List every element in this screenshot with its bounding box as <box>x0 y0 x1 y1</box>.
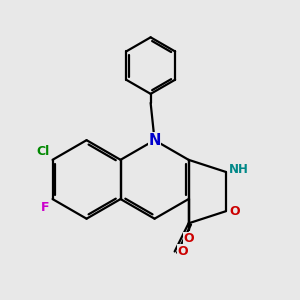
Text: NH: NH <box>229 164 249 176</box>
Text: O: O <box>183 232 194 245</box>
Text: N: N <box>148 133 161 148</box>
Text: Cl: Cl <box>36 145 50 158</box>
Text: O: O <box>178 245 188 258</box>
Text: F: F <box>41 201 50 214</box>
Text: O: O <box>229 205 240 218</box>
